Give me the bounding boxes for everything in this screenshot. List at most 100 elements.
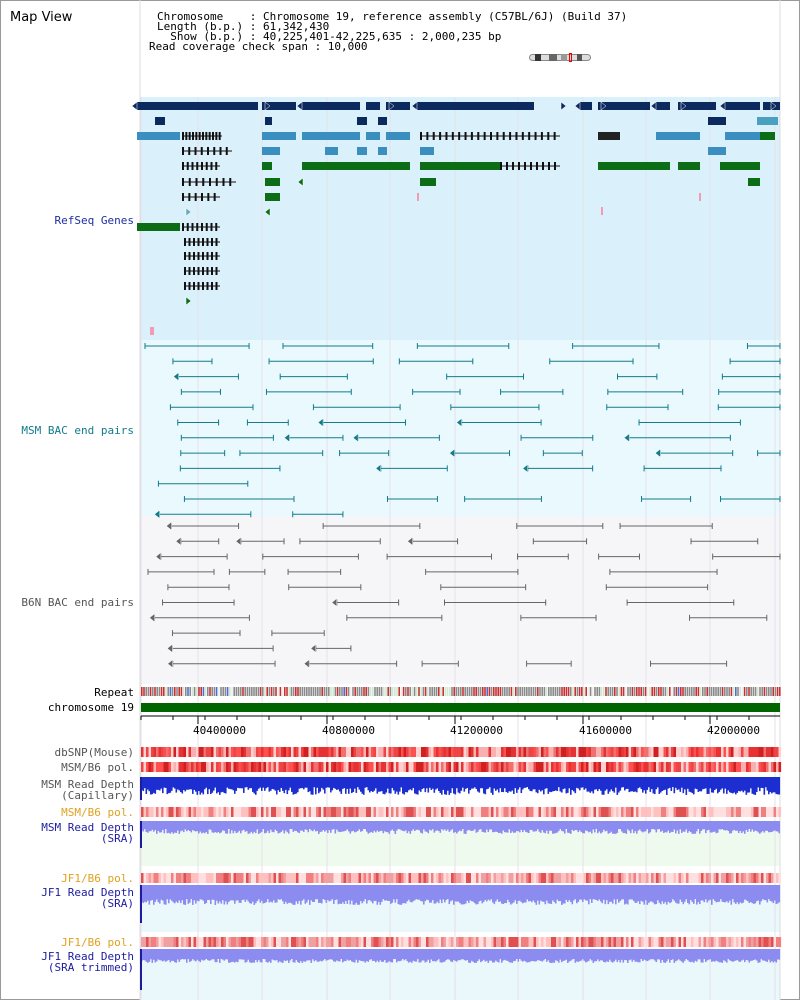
read-depth-bar bbox=[601, 949, 604, 961]
read-depth-bar bbox=[379, 885, 382, 905]
polymorphism-cell bbox=[578, 747, 582, 757]
read-depth-bar bbox=[664, 885, 667, 903]
gene-exon bbox=[420, 178, 436, 186]
polymorphism-cell bbox=[748, 747, 752, 757]
polymorphism-cell bbox=[608, 873, 612, 883]
polymorphism-cell bbox=[421, 937, 424, 947]
read-depth-bar bbox=[297, 821, 299, 833]
read-depth-bar bbox=[370, 821, 373, 832]
track-label-dbsnp[interactable]: dbSNP(Mouse) bbox=[54, 746, 134, 759]
track-label-msm-bac[interactable]: MSM BAC end pairs bbox=[21, 424, 134, 437]
chromosome-ideogram[interactable] bbox=[529, 53, 591, 62]
polymorphism-cell bbox=[293, 937, 297, 947]
polymorphism-cell bbox=[523, 807, 527, 817]
track-label-jf1-b6-pol-2[interactable]: JF1/B6 pol. bbox=[61, 936, 134, 949]
read-depth-bar bbox=[496, 777, 499, 790]
gene-exon bbox=[192, 132, 194, 140]
read-depth-bar bbox=[226, 777, 229, 788]
read-depth-bar bbox=[484, 949, 487, 962]
read-depth-bar bbox=[412, 777, 415, 789]
polymorphism-cell bbox=[561, 762, 564, 772]
read-depth-bar bbox=[267, 885, 269, 900]
track-label-repeat[interactable]: Repeat bbox=[94, 686, 134, 699]
read-depth-bar bbox=[364, 885, 367, 900]
polymorphism-cell bbox=[521, 873, 524, 883]
polymorphism-cell bbox=[438, 762, 442, 772]
polymorphism-cell bbox=[681, 873, 684, 883]
track-label-msm-b6-pol-2[interactable]: MSM/B6 pol. bbox=[61, 806, 134, 819]
read-depth-bar bbox=[522, 821, 524, 833]
read-depth-bar bbox=[229, 885, 232, 901]
polymorphism-cell bbox=[531, 762, 534, 772]
track-label-msm-depth-sra[interactable]: MSM Read Depth (SRA) bbox=[41, 821, 134, 845]
strand-arrow bbox=[574, 101, 581, 111]
track-label-jf1-depth-sra[interactable]: JF1 Read Depth (SRA) bbox=[41, 886, 134, 910]
polymorphism-cell bbox=[553, 747, 557, 757]
polymorphism-cell bbox=[411, 873, 414, 883]
read-depth-bar bbox=[465, 777, 467, 789]
read-depth-bar bbox=[544, 821, 547, 834]
polymorphism-cell bbox=[561, 747, 564, 757]
read-depth-bar bbox=[321, 885, 323, 904]
polymorphism-cell bbox=[716, 937, 719, 947]
polymorphism-cell bbox=[601, 807, 604, 817]
read-depth-bar bbox=[477, 885, 479, 905]
track-label-b6n-bac[interactable]: B6N BAC end pairs bbox=[21, 596, 134, 609]
read-depth-bar bbox=[511, 821, 514, 832]
polymorphism-cell bbox=[768, 762, 772, 772]
repeat-mark bbox=[424, 687, 427, 696]
track-label-chromosome[interactable]: chromosome 19 bbox=[47, 701, 134, 714]
read-depth-bar bbox=[199, 885, 202, 900]
read-depth-bar bbox=[183, 821, 185, 833]
read-depth-bar bbox=[142, 885, 145, 904]
polymorphism-cell bbox=[453, 807, 457, 817]
read-depth-bar bbox=[708, 777, 710, 794]
read-depth-bar bbox=[396, 821, 398, 831]
repeat-mark bbox=[253, 687, 255, 696]
read-depth-bar bbox=[502, 821, 505, 831]
read-depth-bar bbox=[531, 821, 533, 830]
polymorphism-cell bbox=[416, 747, 419, 757]
read-depth-bar bbox=[208, 777, 211, 790]
polymorphism-cell bbox=[688, 762, 692, 772]
polymorphism-cell bbox=[331, 762, 334, 772]
read-depth-bar bbox=[544, 949, 547, 960]
read-depth-bar bbox=[301, 885, 304, 901]
track-label-refseq[interactable]: RefSeq Genes bbox=[54, 214, 134, 227]
polymorphism-cell bbox=[646, 762, 649, 772]
read-depth-bar bbox=[265, 949, 268, 962]
read-depth-bar bbox=[276, 885, 278, 903]
track-label-jf1-depth-trim[interactable]: JF1 Read Depth (SRA trimmed) bbox=[41, 950, 134, 974]
read-depth-bar bbox=[273, 777, 275, 790]
polymorphism-cell bbox=[463, 762, 467, 772]
track-label-msm-b6-pol-1[interactable]: MSM/B6 pol. bbox=[61, 761, 134, 774]
repeat-mark bbox=[587, 687, 590, 696]
polymorphism-cell bbox=[143, 747, 147, 757]
polymorphism-cell bbox=[533, 807, 537, 817]
track-label-msm-depth-cap[interactable]: MSM Read Depth (Capillary) bbox=[41, 778, 134, 802]
read-depth-bar bbox=[576, 949, 578, 962]
read-depth-bar bbox=[687, 949, 689, 961]
polymorphism-cell bbox=[301, 873, 304, 883]
read-depth-bar bbox=[466, 949, 469, 961]
gene-exon bbox=[265, 178, 280, 186]
polymorphism-cell bbox=[353, 762, 357, 772]
read-depth-bar bbox=[480, 949, 482, 963]
read-depth-bar bbox=[301, 777, 304, 789]
polymorphism-cell bbox=[731, 807, 734, 817]
read-depth-bar bbox=[406, 821, 409, 834]
gene-exon bbox=[205, 223, 208, 231]
track-label-jf1-b6-pol-1[interactable]: JF1/B6 pol. bbox=[61, 872, 134, 885]
polymorphism-cell bbox=[608, 762, 612, 772]
polymorphism-cell bbox=[438, 873, 442, 883]
read-depth-bar bbox=[282, 821, 284, 831]
read-depth-bar bbox=[465, 821, 467, 834]
polymorphism-cell bbox=[236, 762, 239, 772]
read-depth-bar bbox=[769, 949, 772, 963]
polymorphism-cell bbox=[568, 762, 572, 772]
polymorphism-cell bbox=[178, 873, 182, 883]
read-depth-bar bbox=[168, 949, 170, 960]
polymorphism-cell bbox=[778, 937, 782, 947]
polymorphism-cell bbox=[551, 762, 554, 772]
